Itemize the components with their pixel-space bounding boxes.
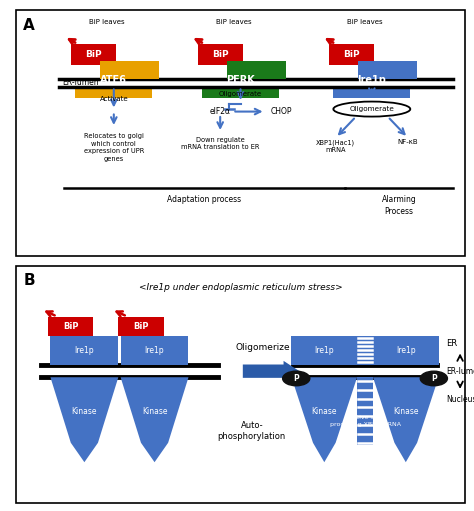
Text: Kinase: Kinase [142,407,167,416]
FancyBboxPatch shape [292,336,357,365]
Text: Alarming
Process: Alarming Process [382,195,416,216]
Text: BiP: BiP [63,322,79,331]
Text: Adaptation process: Adaptation process [167,195,241,204]
Text: Kinase: Kinase [311,407,337,416]
FancyBboxPatch shape [118,316,164,336]
Text: Nucleus: Nucleus [447,394,474,404]
Text: BiP: BiP [343,50,360,59]
Text: Ire1p: Ire1p [357,75,386,85]
FancyBboxPatch shape [198,44,243,65]
Polygon shape [50,377,119,462]
Text: Ire1p: Ire1p [314,346,334,355]
Text: Kinase: Kinase [393,407,419,416]
Text: Oligomerate: Oligomerate [219,91,262,97]
Text: NF-κB: NF-κB [398,139,419,145]
Text: Kinase: Kinase [72,407,97,416]
Text: BiP: BiP [85,50,102,59]
Text: ATF6: ATF6 [100,75,127,85]
Text: P: P [431,374,437,383]
FancyBboxPatch shape [120,336,189,365]
FancyBboxPatch shape [48,316,93,336]
FancyBboxPatch shape [202,86,279,98]
FancyBboxPatch shape [357,336,373,365]
Text: BiP leaves: BiP leaves [89,19,125,25]
Text: Ire1p: Ire1p [396,346,416,355]
Text: Activate: Activate [100,96,128,102]
Text: <Ire1p under endoplasmic reticulum stress>: <Ire1p under endoplasmic reticulum stres… [139,283,342,292]
Text: Ire1p: Ire1p [74,346,94,355]
FancyBboxPatch shape [357,377,373,445]
FancyBboxPatch shape [50,336,119,365]
FancyBboxPatch shape [227,61,286,79]
Text: ER: ER [447,339,457,348]
FancyBboxPatch shape [333,86,410,98]
FancyBboxPatch shape [17,266,465,503]
Text: Oligomerize: Oligomerize [236,343,291,352]
FancyArrow shape [243,361,300,382]
Text: Relocates to golgi
which control
expression of UPR
genes: Relocates to golgi which control express… [83,133,144,162]
Text: eIF2α: eIF2α [210,107,231,116]
Text: PERK: PERK [226,75,255,85]
Text: Ire1p: Ire1p [145,346,164,355]
FancyBboxPatch shape [329,44,374,65]
Text: BiP: BiP [133,322,149,331]
FancyBboxPatch shape [100,61,159,79]
Text: P: P [293,374,299,383]
Text: CHOP: CHOP [271,107,292,116]
FancyBboxPatch shape [75,86,152,98]
Text: Down regulate
mRNA translation to ER: Down regulate mRNA translation to ER [181,136,259,150]
Text: ER-lumen: ER-lumen [447,367,474,376]
Circle shape [420,371,447,386]
FancyBboxPatch shape [373,336,438,365]
Polygon shape [292,377,357,462]
Text: BiP leaves: BiP leaves [347,19,383,25]
FancyBboxPatch shape [71,44,116,65]
Text: XBP1(Hac1)
mRNA: XBP1(Hac1) mRNA [316,139,355,153]
Polygon shape [120,377,189,462]
Text: Oligomerate: Oligomerate [349,106,394,112]
Polygon shape [373,377,438,462]
Text: Active site
producing XBP1 mRNA: Active site producing XBP1 mRNA [329,415,401,427]
Text: ER-lumen: ER-lumen [62,78,99,87]
Text: A: A [23,18,35,33]
Text: BiP: BiP [212,50,228,59]
FancyBboxPatch shape [17,10,465,256]
Circle shape [283,371,310,386]
FancyBboxPatch shape [358,61,417,79]
Text: BiP leaves: BiP leaves [216,19,252,25]
Text: Auto-
phosphorylation: Auto- phosphorylation [218,421,286,441]
Text: B: B [23,273,35,288]
